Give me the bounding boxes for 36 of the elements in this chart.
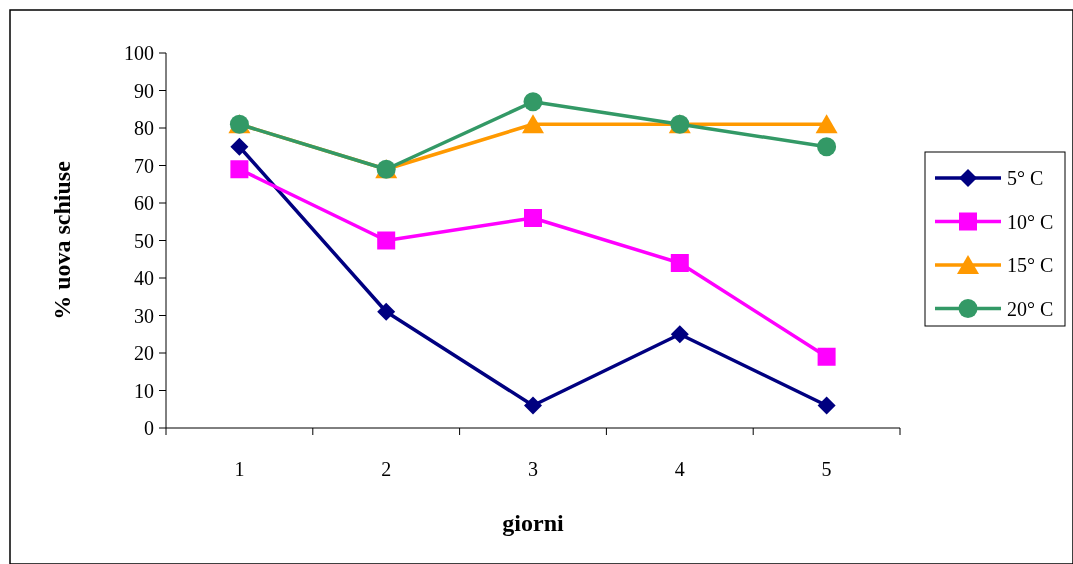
legend-label: 10° C <box>1007 210 1054 233</box>
point <box>670 325 689 344</box>
y-tick-label: 50 <box>134 229 154 252</box>
point <box>377 231 396 250</box>
x-tick-label: 2 <box>381 458 392 480</box>
point <box>230 160 249 179</box>
y-axis-title: % uova schiuse <box>49 160 75 320</box>
point <box>670 254 689 272</box>
y-tick-label: 70 <box>134 154 154 177</box>
point <box>523 92 543 112</box>
point <box>817 137 837 157</box>
y-tick-label: 90 <box>134 79 154 102</box>
y-tick-label: 60 <box>134 192 154 214</box>
point <box>230 137 249 156</box>
x-axis-title: giorni <box>502 510 564 536</box>
point <box>524 209 542 227</box>
y-tick-label: 100 <box>124 42 154 64</box>
y-tick-label: 0 <box>144 417 154 439</box>
legend-label: 15° C <box>1007 254 1054 276</box>
y-tick-label: 30 <box>134 304 154 327</box>
x-tick-label: 5 <box>821 458 832 480</box>
legend-label: 5° C <box>1007 167 1044 189</box>
legend-label: 20° C <box>1007 297 1054 320</box>
y-tick-label: 40 <box>134 267 154 289</box>
point <box>817 396 836 415</box>
y-tick-label: 20 <box>134 342 154 364</box>
x-tick-label: 4 <box>674 458 685 480</box>
point <box>524 396 542 415</box>
y-tick-label: 80 <box>134 117 154 139</box>
x-tick-label: 1 <box>234 458 245 480</box>
point <box>522 114 544 134</box>
point <box>377 302 396 321</box>
y-tick-label: 10 <box>134 379 154 402</box>
x-tick-label: 3 <box>528 458 538 480</box>
point <box>815 114 838 134</box>
point <box>817 347 836 366</box>
